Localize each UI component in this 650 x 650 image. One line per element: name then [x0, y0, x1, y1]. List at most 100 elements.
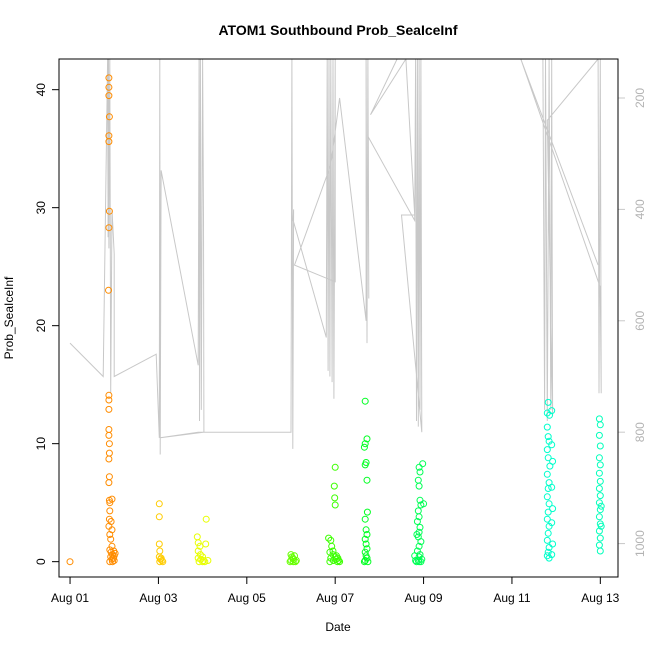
- data-point: [361, 440, 369, 448]
- data-point: [549, 540, 557, 548]
- data-point: [336, 558, 344, 566]
- data-point: [331, 501, 339, 509]
- data-point: [108, 495, 116, 503]
- data-point: [595, 454, 603, 462]
- right-y-tick-label: 1000: [633, 530, 647, 557]
- data-point: [543, 493, 551, 501]
- data-point: [549, 505, 557, 513]
- data-point: [105, 83, 113, 91]
- right-y-tick-label: 800: [633, 422, 647, 442]
- data-point: [199, 558, 207, 566]
- data-point: [412, 557, 420, 564]
- data-point: [548, 441, 556, 449]
- data-point: [155, 500, 163, 508]
- data-point: [411, 552, 419, 560]
- data-point: [105, 431, 113, 439]
- x-tick-label: Aug 11: [493, 591, 530, 605]
- data-point: [110, 547, 118, 555]
- data-point: [595, 527, 603, 535]
- data-point: [544, 508, 552, 516]
- data-point: [596, 421, 604, 429]
- data-point: [543, 470, 551, 478]
- data-point: [595, 499, 603, 507]
- data-point: [545, 500, 553, 508]
- data-point: [363, 435, 371, 443]
- data-point: [416, 523, 424, 531]
- data-point: [417, 538, 425, 546]
- data-point: [105, 440, 113, 448]
- data-point: [543, 515, 551, 523]
- data-point: [360, 443, 368, 451]
- series-6: [411, 460, 428, 566]
- data-point: [548, 483, 556, 491]
- data-point: [105, 479, 113, 487]
- y-tick-label: 20: [34, 319, 48, 333]
- data-point: [548, 551, 556, 559]
- data-point: [413, 518, 421, 525]
- data-point: [361, 461, 369, 469]
- depth-trace-layer: [69, 59, 602, 455]
- x-axis-label: Date: [325, 620, 351, 634]
- data-point: [596, 547, 604, 555]
- data-point: [105, 92, 113, 100]
- data-point: [107, 535, 115, 543]
- data-point: [415, 528, 423, 536]
- data-point: [363, 476, 371, 484]
- data-point: [544, 398, 552, 406]
- data-point: [416, 468, 424, 476]
- series-1: [155, 500, 167, 566]
- right-y-tick-label: 400: [633, 199, 647, 219]
- data-point: [326, 558, 334, 566]
- data-point: [362, 526, 370, 534]
- x-tick-label: Aug 03: [139, 591, 177, 605]
- data-point: [549, 457, 557, 465]
- data-point: [155, 513, 163, 521]
- data-point: [196, 551, 204, 559]
- data-point: [363, 508, 371, 516]
- data-point: [200, 557, 207, 564]
- data-point: [595, 469, 603, 477]
- data-point: [106, 531, 114, 538]
- data-point: [544, 485, 552, 492]
- right-y-tick-label: 200: [633, 88, 647, 108]
- data-point: [204, 557, 212, 564]
- data-point: [331, 463, 339, 471]
- series-7: [543, 398, 557, 562]
- data-point: [364, 558, 372, 566]
- data-point: [202, 515, 210, 523]
- chart-title: ATOM1 Southbound Prob_SeaIceInf: [218, 22, 457, 38]
- data-point: [325, 534, 333, 542]
- y-axis-label: Prob_SeaIceInf: [2, 276, 16, 359]
- x-tick-label: Aug 13: [581, 591, 619, 605]
- data-point: [543, 552, 551, 560]
- data-point: [331, 494, 339, 502]
- data-point: [106, 499, 114, 507]
- data-point: [330, 482, 338, 490]
- data-point: [415, 463, 423, 471]
- data-point: [548, 519, 556, 527]
- series-4: [325, 463, 344, 566]
- data-point: [415, 482, 423, 490]
- data-point: [361, 535, 369, 543]
- data-point: [362, 540, 370, 548]
- data-point: [105, 138, 113, 146]
- data-point: [155, 540, 163, 548]
- data-point: [105, 455, 113, 463]
- data-point: [105, 74, 113, 82]
- data-point: [361, 397, 369, 405]
- x-tick-label: Aug 07: [316, 591, 354, 605]
- data-point: [194, 539, 202, 547]
- depth-trace-line: [69, 59, 602, 455]
- data-point: [544, 433, 552, 441]
- data-point: [544, 454, 552, 462]
- x-tick-label: Aug 01: [51, 591, 89, 605]
- data-point: [156, 558, 164, 566]
- points-layer: [66, 74, 605, 566]
- data-point: [105, 405, 113, 413]
- data-point: [415, 513, 423, 521]
- data-point: [194, 547, 202, 555]
- data-point: [363, 531, 371, 538]
- data-point: [334, 554, 342, 562]
- data-point: [157, 554, 165, 562]
